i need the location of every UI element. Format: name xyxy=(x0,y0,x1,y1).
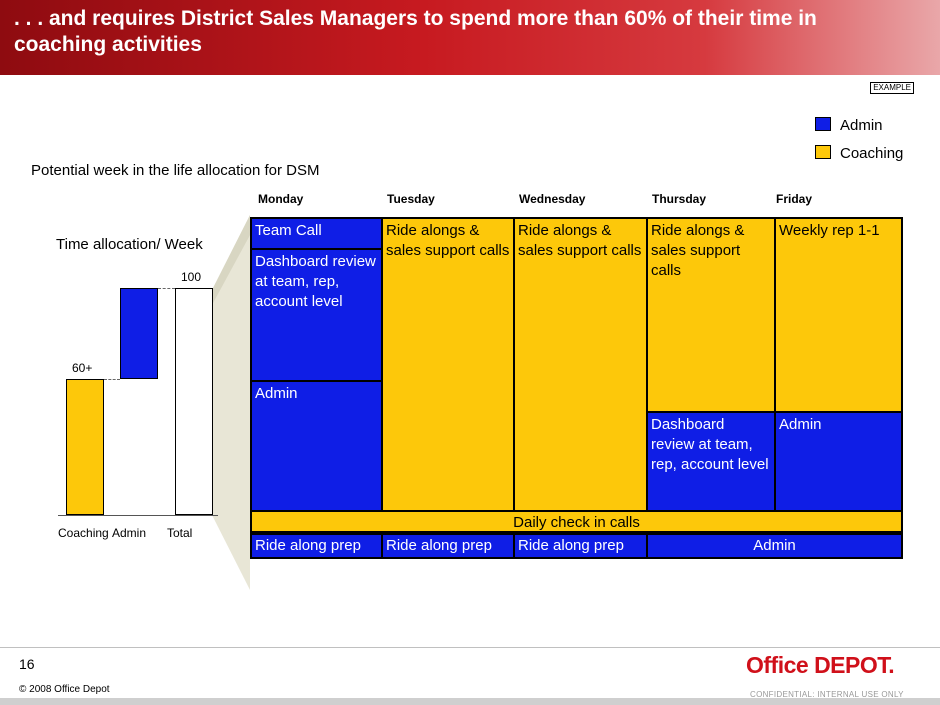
legend-swatch-admin xyxy=(815,117,831,131)
cell-daily-check-in: Daily check in calls xyxy=(250,510,903,533)
day-header-monday: Monday xyxy=(258,192,304,206)
chart-category-label: Coaching xyxy=(58,526,109,540)
cell-wed-ride-prep: Ride along prep xyxy=(513,533,648,559)
legend-label-coaching: Coaching xyxy=(840,145,904,162)
day-header-thursday: Thursday xyxy=(652,192,707,206)
chart-bar-admin xyxy=(120,288,158,379)
chart-category-label: Total xyxy=(167,526,193,540)
title-banner: . . . and requires District Sales Manage… xyxy=(0,0,940,75)
day-header-tuesday: Tuesday xyxy=(387,192,435,206)
cell-tue-ride-alongs: Ride alongs & sales support calls xyxy=(381,217,515,512)
cell-wed-ride-alongs: Ride alongs & sales support calls xyxy=(513,217,648,512)
chart-connector-line xyxy=(158,288,175,289)
chart-connector-line xyxy=(104,378,120,380)
cell-mon-ride-prep: Ride along prep xyxy=(250,533,383,559)
cell-thu-fri-admin: Admin xyxy=(646,533,903,559)
zoom-connector xyxy=(212,215,250,590)
chart-baseline xyxy=(58,515,218,516)
day-header-wednesday: Wednesday xyxy=(519,192,586,206)
cell-fri-admin: Admin xyxy=(774,411,903,512)
cell-tue-ride-prep: Ride along prep xyxy=(381,533,515,559)
example-tag: EXAMPLE xyxy=(870,82,914,94)
section-subtitle: Potential week in the life allocation fo… xyxy=(31,162,320,179)
legend-swatch-coaching xyxy=(815,145,831,159)
copyright: © 2008 Office Depot xyxy=(19,684,110,695)
chart-category-label: Admin xyxy=(112,526,147,540)
page-number: 16 xyxy=(19,656,35,672)
cell-mon-admin: Admin xyxy=(250,380,383,512)
cell-mon-dashboard: Dashboard review at team, rep, account l… xyxy=(250,248,383,382)
bottom-band xyxy=(0,698,940,705)
legend-label-admin: Admin xyxy=(840,117,883,134)
cell-thu-ride-alongs: Ride alongs & sales support calls xyxy=(646,217,776,413)
chart-bar-total xyxy=(175,288,213,515)
cell-fri-weekly-rep: Weekly rep 1-1 xyxy=(774,217,903,413)
day-header-friday: Friday xyxy=(776,192,813,206)
footer-divider xyxy=(0,647,940,648)
chart-title: Time allocation/ Week xyxy=(56,236,203,253)
page-title: . . . and requires District Sales Manage… xyxy=(14,7,817,56)
confidential-notice: CONFIDENTIAL: INTERNAL USE ONLY xyxy=(750,690,904,699)
chart-data-label: 100 xyxy=(181,270,202,284)
office-depot-logo: Office DEPOT. xyxy=(746,652,895,678)
chart-data-label: 60+ xyxy=(72,360,93,375)
cell-thu-dashboard: Dashboard review at team, rep, account l… xyxy=(646,411,776,512)
chart-bar-coaching xyxy=(66,378,104,515)
cell-mon-team-call: Team Call xyxy=(250,217,383,250)
